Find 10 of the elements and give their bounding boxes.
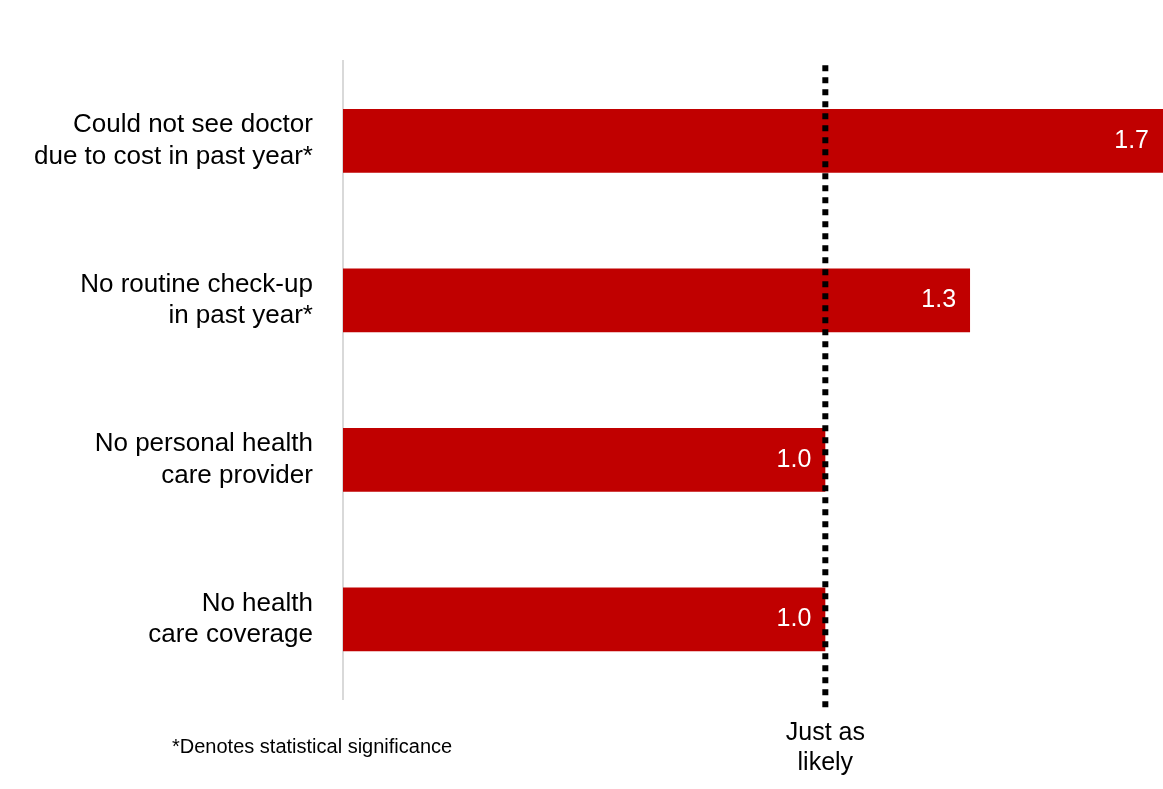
data-label: 1.0 bbox=[776, 443, 812, 472]
y-tick-label: No routine check-up in past year* bbox=[80, 267, 313, 330]
text: *Denotes statistical significance bbox=[172, 734, 453, 757]
y-tick-label: Could not see doctor due to cost in past year* bbox=[33, 108, 314, 170]
y-tick-label: No health care coverage bbox=[148, 586, 313, 649]
data-label: 1.0 bbox=[776, 603, 812, 632]
y-tick-label: No personal health care provider bbox=[94, 427, 314, 489]
data-label: 1.7 bbox=[1114, 124, 1149, 153]
ref-line-label: Just as likely bbox=[785, 717, 865, 776]
data-label: 1.3 bbox=[921, 284, 957, 313]
